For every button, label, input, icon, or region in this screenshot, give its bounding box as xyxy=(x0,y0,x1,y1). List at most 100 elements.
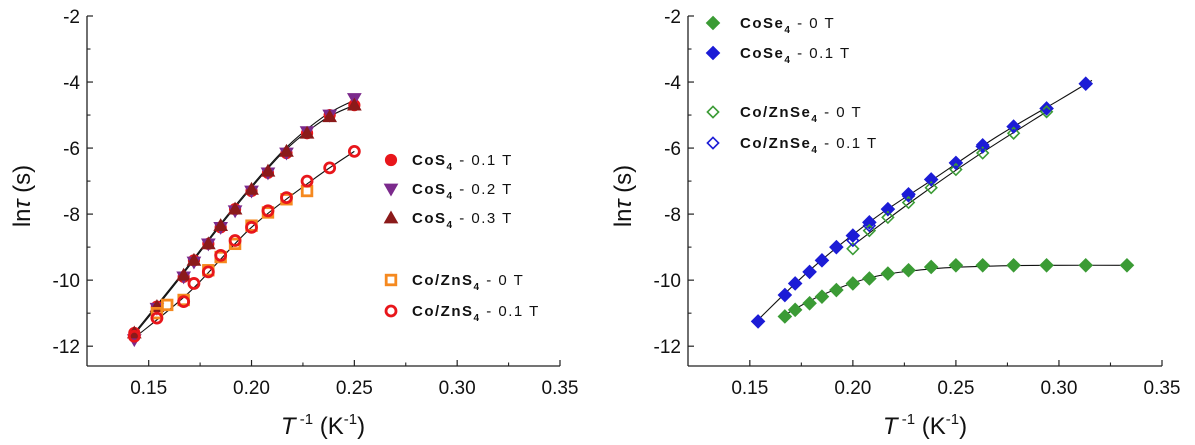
data-series xyxy=(846,105,1054,256)
x-tick-label: 0.20 xyxy=(834,378,871,399)
x-axis-title-var: T xyxy=(281,413,298,440)
x-tick-label: 0.30 xyxy=(439,378,476,399)
data-point xyxy=(901,262,916,278)
data-point xyxy=(829,282,844,298)
x-axis-title: T -1 (K-1) xyxy=(281,411,365,440)
legend-label-base: Co/ZnSe xyxy=(740,135,811,152)
data-point xyxy=(880,266,896,281)
y-tick-label: -8 xyxy=(664,205,681,226)
x-tick-label: 0.35 xyxy=(542,378,579,399)
data-point xyxy=(975,146,990,160)
legend-label-field: - 0.1 T xyxy=(481,303,540,320)
legend-marker xyxy=(384,304,398,318)
data-point xyxy=(127,329,141,343)
legend-label-sub: 4 xyxy=(447,162,454,173)
data-point xyxy=(814,289,830,304)
legend-label-field: - 0 T xyxy=(791,15,835,32)
x-axis-title-unit: (K xyxy=(313,413,344,440)
legend-item: CoS4 - 0.2 T xyxy=(383,181,513,202)
legend-label: CoS4 - 0.3 T xyxy=(412,210,513,231)
data-point xyxy=(881,202,895,216)
legend-label: CoS4 - 0.2 T xyxy=(412,181,513,202)
legend-label-sub: 4 xyxy=(474,313,481,324)
data-point xyxy=(787,302,803,318)
data-point xyxy=(846,233,860,248)
legend-item: CoS4 - 0.3 T xyxy=(383,210,513,231)
data-point xyxy=(1006,126,1021,140)
legend-label-base: CoS xyxy=(412,181,447,198)
data-point xyxy=(750,314,766,329)
x-tick-label: 0.30 xyxy=(1040,378,1077,399)
data-point xyxy=(1039,257,1054,273)
data-point xyxy=(787,276,803,291)
y-tick-label: -12 xyxy=(53,337,80,358)
legend-item: CoSe4 - 0.1 T xyxy=(705,45,849,66)
legend-item: CoSe4 - 0 T xyxy=(705,15,835,36)
legend-label-base: Co/ZnS xyxy=(412,303,474,320)
data-point xyxy=(975,257,991,273)
data-point xyxy=(322,109,338,123)
y-axis-title-ln: ln xyxy=(9,208,36,227)
data-point xyxy=(949,156,963,170)
x-tick-label: 0.15 xyxy=(130,378,167,399)
y-axis-title-unit: (s) xyxy=(610,165,637,200)
data-point xyxy=(213,218,229,232)
data-point xyxy=(244,181,259,195)
x-axis-title-unit-exp: -1 xyxy=(344,411,357,428)
legend-label-sub: 4 xyxy=(784,25,791,36)
x-tick-label: 0.15 xyxy=(731,378,768,399)
y-axis-title-ln: ln xyxy=(610,208,637,227)
legend-marker xyxy=(383,183,399,197)
data-point xyxy=(1039,101,1054,116)
data-point xyxy=(228,234,242,247)
legend-label-field: - 0 T xyxy=(481,272,525,289)
legend-label-field: - 0.3 T xyxy=(454,210,513,227)
data-point xyxy=(161,298,174,312)
x-axis-title-var: T xyxy=(883,413,900,440)
data-point xyxy=(261,204,275,218)
legend-label-sub: 4 xyxy=(811,114,818,125)
legend-label-sub: 4 xyxy=(811,145,818,156)
data-series xyxy=(777,257,1135,324)
data-point xyxy=(1006,257,1021,273)
legend-label: Co/ZnS4 - 0 T xyxy=(412,272,524,293)
legend-marker xyxy=(384,273,398,287)
data-point xyxy=(924,172,938,187)
fit-curve xyxy=(133,99,355,334)
legend-marker xyxy=(705,45,721,61)
y-tick-label: -10 xyxy=(53,271,80,292)
data-point xyxy=(901,189,916,203)
data-point xyxy=(802,264,817,280)
data-point xyxy=(186,252,202,266)
legend-label-base: CoS xyxy=(412,152,447,169)
legend-item: Co/ZnS4 - 0 T xyxy=(384,272,524,293)
data-point xyxy=(201,265,215,279)
x-tick-label: 0.20 xyxy=(233,378,270,399)
y-tick-label: -12 xyxy=(654,337,681,358)
y-tick-label: -6 xyxy=(63,139,80,160)
data-point xyxy=(200,236,216,250)
x-axis-title: T -1 (K-1) xyxy=(883,411,967,440)
legend-label: CoS4 - 0.1 T xyxy=(412,152,513,173)
y-tick-label: -2 xyxy=(664,7,681,28)
x-tick-label: 0.25 xyxy=(336,378,373,399)
data-point xyxy=(924,180,938,195)
data-point xyxy=(177,295,191,309)
legend-marker xyxy=(705,15,721,31)
legend-label-sub: 4 xyxy=(474,282,481,293)
y-axis-title-tau: τ xyxy=(610,197,637,208)
legend-label-base: CoSe xyxy=(740,15,784,32)
chart-panel-left: -12 -10 -8 -6 -4 -2 0.15 0.20 0.25 0.30 0.35 lnτ (s… xyxy=(9,7,578,440)
data-point xyxy=(1078,257,1094,273)
data-point xyxy=(346,97,362,111)
legend-marker xyxy=(384,153,398,167)
data-point xyxy=(948,257,964,273)
x-axis-title-unit: (K xyxy=(915,413,946,440)
data-point xyxy=(777,287,793,303)
data-point xyxy=(347,144,361,158)
y-tick-label: -2 xyxy=(63,7,80,28)
legend-marker xyxy=(706,136,720,150)
data-point xyxy=(802,295,817,311)
data-point xyxy=(1119,257,1135,273)
x-axis-title-close: ) xyxy=(357,413,365,440)
